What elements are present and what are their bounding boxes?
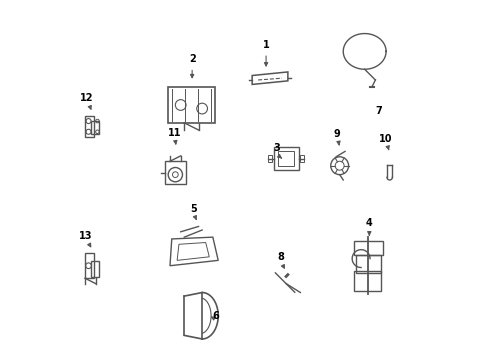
Bar (273, 147, 298, 170)
Text: 6: 6 (212, 311, 219, 321)
Bar (168, 87, 215, 123)
Text: 9: 9 (334, 129, 341, 139)
Text: 4: 4 (366, 218, 373, 228)
Text: 5: 5 (190, 204, 196, 214)
Text: 7: 7 (375, 106, 382, 116)
Text: 8: 8 (277, 252, 284, 262)
Bar (278, 151, 294, 166)
Bar (165, 161, 186, 184)
Bar (268, 155, 272, 162)
Bar (91, 261, 98, 277)
Bar (356, 255, 381, 273)
Text: 13: 13 (79, 231, 93, 241)
Text: 12: 12 (80, 93, 94, 103)
Text: 3: 3 (274, 143, 280, 153)
Bar (91, 121, 99, 134)
Text: 2: 2 (189, 54, 196, 64)
Bar (354, 241, 383, 255)
Text: 10: 10 (379, 134, 392, 144)
Text: 11: 11 (168, 128, 181, 138)
Circle shape (172, 172, 178, 177)
Text: 1: 1 (263, 40, 270, 50)
Bar (354, 271, 381, 291)
Bar (85, 116, 94, 137)
Bar (85, 253, 94, 278)
Bar (300, 155, 304, 162)
